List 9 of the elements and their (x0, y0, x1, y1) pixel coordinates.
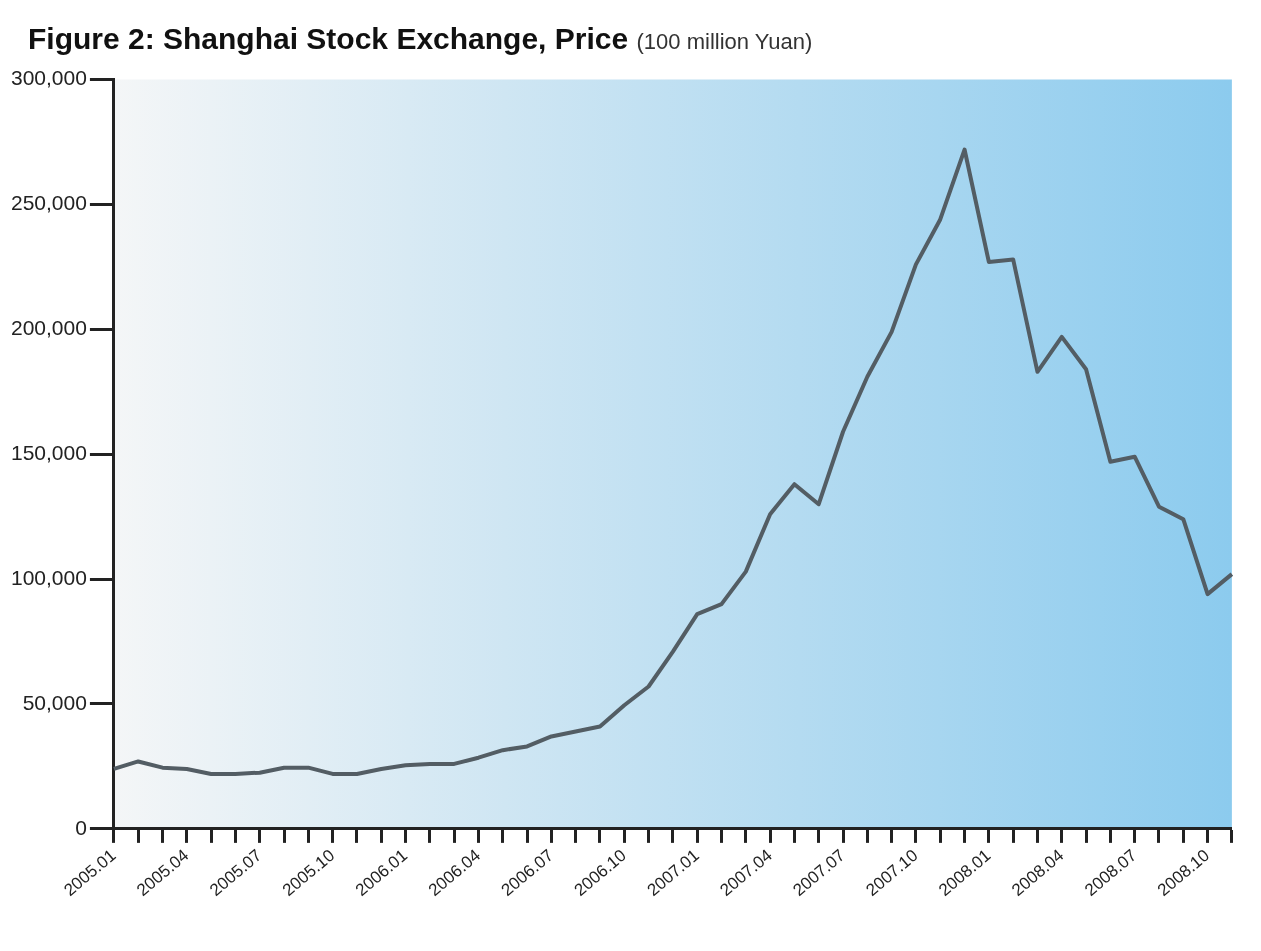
y-tick-label: 200,000 (10, 316, 87, 340)
y-tick-label: 50,000 (22, 690, 87, 714)
y-tick-label: 300,000 (10, 66, 87, 90)
y-tick-label: 150,000 (10, 441, 87, 465)
chart-title: Figure 2: Shanghai Stock Exchange, Price (28, 22, 629, 55)
y-tick-label: 100,000 (10, 565, 87, 589)
chart-subtitle: (100 million Yuan) (636, 29, 813, 54)
y-tick-label: 0 (75, 815, 87, 839)
y-tick-label: 250,000 (10, 191, 87, 215)
